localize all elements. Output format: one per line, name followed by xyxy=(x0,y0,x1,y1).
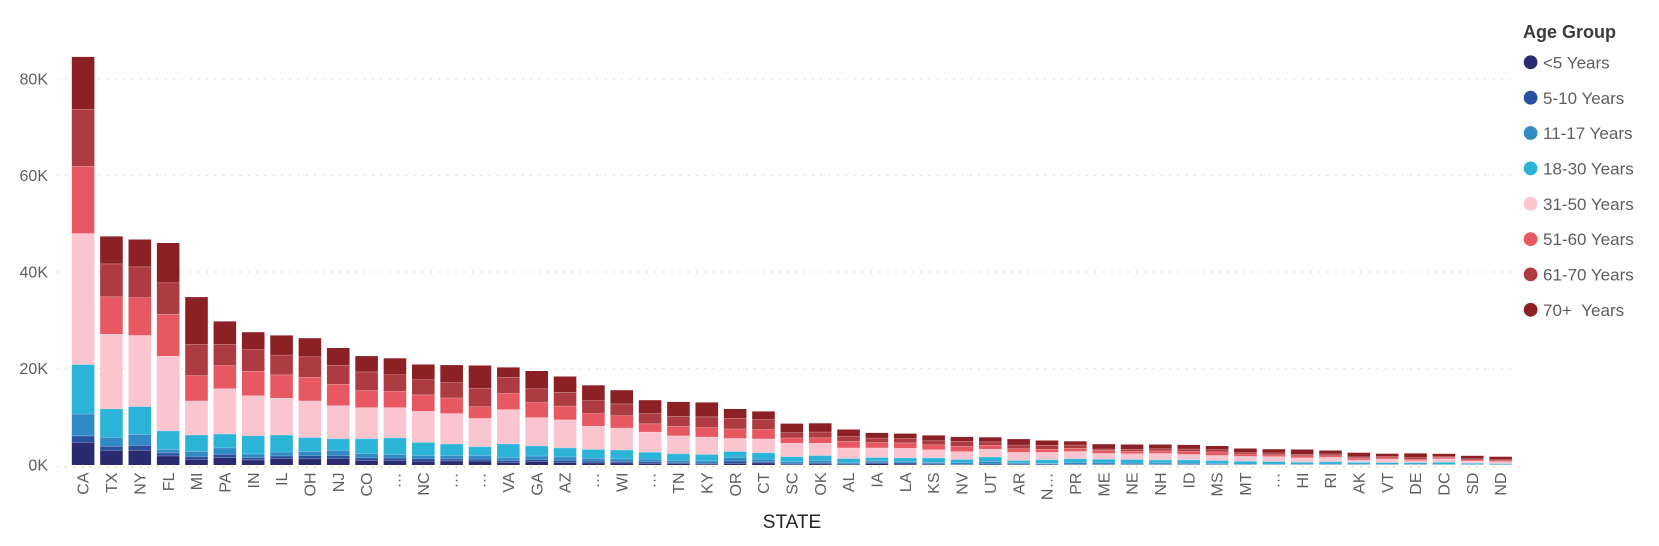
svg-text:NE: NE xyxy=(1125,473,1142,495)
svg-text:AZ: AZ xyxy=(558,472,575,493)
svg-text:5-10 Years: 5-10 Years xyxy=(1543,89,1624,108)
svg-text:…: … xyxy=(388,473,405,489)
svg-text:NJ: NJ xyxy=(331,473,348,493)
svg-text:DC: DC xyxy=(1437,473,1454,496)
svg-text:LA: LA xyxy=(898,472,915,492)
svg-text:MI: MI xyxy=(189,473,206,491)
svg-text:SC: SC xyxy=(784,473,801,495)
svg-text:<5 Years: <5 Years xyxy=(1543,54,1610,73)
svg-text:CT: CT xyxy=(756,472,773,494)
svg-text:Age Group: Age Group xyxy=(1523,22,1616,42)
svg-text:ND: ND xyxy=(1493,473,1510,496)
svg-text:KY: KY xyxy=(699,472,716,494)
svg-text:NY: NY xyxy=(132,472,149,495)
svg-text:HI: HI xyxy=(1295,473,1312,489)
svg-text:WI: WI xyxy=(614,473,631,493)
svg-text:NH: NH xyxy=(1153,473,1170,496)
svg-text:TN: TN xyxy=(671,473,688,494)
svg-text:ME: ME xyxy=(1096,473,1113,497)
svg-text:IA: IA xyxy=(870,472,887,487)
svg-text:70+ Years: 70+ Years xyxy=(1543,301,1624,320)
svg-text:SD: SD xyxy=(1465,473,1482,495)
svg-text:NC: NC xyxy=(416,473,433,496)
svg-text:IN: IN xyxy=(246,473,263,489)
svg-text:MT: MT xyxy=(1238,472,1255,495)
svg-text:GA: GA xyxy=(529,472,546,495)
svg-text:N…: N… xyxy=(1040,473,1057,501)
svg-text:VT: VT xyxy=(1380,472,1397,493)
svg-text:…: … xyxy=(1266,473,1283,489)
svg-text:18-30 Years: 18-30 Years xyxy=(1543,160,1634,179)
svg-text:OR: OR xyxy=(728,473,745,497)
svg-text:PR: PR xyxy=(1068,473,1085,495)
svg-text:…: … xyxy=(473,473,490,489)
svg-text:AK: AK xyxy=(1351,472,1368,494)
svg-text:UT: UT xyxy=(983,472,1000,494)
svg-text:KS: KS xyxy=(926,473,943,494)
svg-text:80K: 80K xyxy=(20,72,49,89)
svg-text:MS: MS xyxy=(1210,473,1227,497)
svg-text:FL: FL xyxy=(161,472,178,491)
svg-text:0K: 0K xyxy=(28,458,48,475)
svg-text:31-50 Years: 31-50 Years xyxy=(1543,195,1634,214)
svg-text:40K: 40K xyxy=(20,265,49,282)
svg-text:61-70 Years: 61-70 Years xyxy=(1543,266,1634,285)
svg-text:RI: RI xyxy=(1323,473,1340,489)
svg-text:AL: AL xyxy=(841,472,858,492)
svg-text:STATE: STATE xyxy=(763,512,821,533)
svg-text:51-60 Years: 51-60 Years xyxy=(1543,230,1634,249)
svg-text:PA: PA xyxy=(217,472,234,492)
svg-text:…: … xyxy=(586,473,603,489)
svg-text:CO: CO xyxy=(359,473,376,497)
svg-text:OH: OH xyxy=(303,473,320,497)
svg-text:CA: CA xyxy=(76,472,93,495)
svg-text:…: … xyxy=(444,473,461,489)
svg-text:…: … xyxy=(643,473,660,489)
svg-text:TX: TX xyxy=(104,472,121,493)
svg-text:20K: 20K xyxy=(20,361,49,378)
svg-text:IL: IL xyxy=(274,472,291,485)
svg-text:11-17 Years: 11-17 Years xyxy=(1543,124,1632,143)
svg-text:VA: VA xyxy=(501,472,518,492)
svg-text:ID: ID xyxy=(1181,473,1198,489)
svg-text:OK: OK xyxy=(813,472,830,495)
svg-text:NV: NV xyxy=(955,472,972,495)
svg-text:60K: 60K xyxy=(20,168,49,185)
svg-text:DE: DE xyxy=(1408,473,1425,495)
svg-text:AR: AR xyxy=(1011,473,1028,495)
